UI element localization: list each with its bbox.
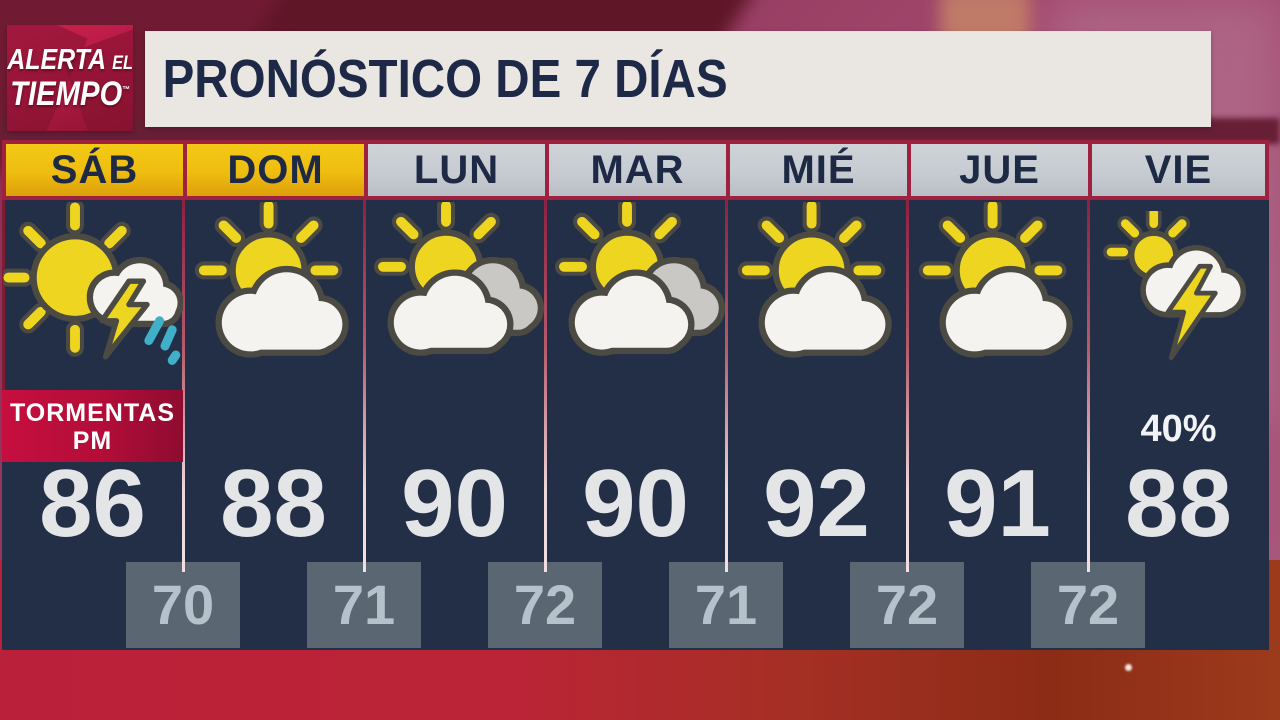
- high-temp: 90: [582, 450, 689, 557]
- precip-chance: 40%: [1140, 408, 1217, 450]
- day-label: MIÉ: [781, 147, 856, 192]
- thunderstorm-icon: [1100, 206, 1258, 374]
- low-temp: 72: [850, 562, 964, 648]
- street-light-dot: [1125, 664, 1132, 671]
- sun-storm-rain-icon: [3, 202, 183, 382]
- day-header: LUN: [364, 140, 545, 200]
- day-header: DOM: [183, 140, 364, 200]
- low-temp: 72: [1031, 562, 1145, 648]
- storm-note-line1: TORMENTAS: [9, 399, 176, 427]
- low-temp: 70: [126, 562, 240, 648]
- day-column-mie: MIÉ 92: [726, 140, 907, 650]
- brand-line1: ALERTA: [7, 43, 106, 76]
- high-temp: 88: [1125, 450, 1232, 557]
- brand-text: ALERTA EL TIEMPO™: [7, 43, 133, 113]
- low-temp: 71: [669, 562, 783, 648]
- day-header: SÁB: [2, 140, 183, 200]
- day-label: VIE: [1144, 147, 1213, 192]
- storm-note-line2: PM: [72, 427, 113, 455]
- day-label: DOM: [227, 147, 324, 192]
- low-temp: 71: [307, 562, 421, 648]
- mostly-cloudy-icon: [365, 202, 545, 382]
- day-header: JUE: [907, 140, 1088, 200]
- day-header: MAR: [545, 140, 726, 200]
- trademark-symbol: ™: [122, 84, 130, 95]
- day-header: VIE: [1088, 140, 1269, 200]
- partly-cloudy-icon: [908, 202, 1088, 382]
- brand-line2: TIEMPO: [10, 74, 123, 113]
- day-label: SÁB: [50, 147, 139, 192]
- column-divider: [725, 200, 728, 572]
- column-divider: [363, 200, 366, 572]
- title-bar: PRONÓSTICO DE 7 DÍAS: [145, 31, 1211, 127]
- brand-line1-small: EL: [111, 52, 133, 74]
- day-label: MAR: [590, 147, 685, 192]
- column-divider: [182, 200, 185, 572]
- high-temp: 90: [401, 450, 508, 557]
- column-divider: [906, 200, 909, 572]
- column-divider: [544, 200, 547, 572]
- day-column-vie: VIE 40% 88: [1088, 140, 1269, 650]
- day-column-lun: LUN 90: [364, 140, 545, 650]
- panel-left-edge: [2, 200, 5, 460]
- high-temp: 91: [944, 450, 1051, 557]
- partly-cloudy-icon: [184, 202, 364, 382]
- mostly-cloudy-icon: [546, 202, 726, 382]
- day-label: LUN: [413, 147, 500, 192]
- low-temp: 72: [488, 562, 602, 648]
- partly-cloudy-icon: [727, 202, 907, 382]
- high-temp: 92: [763, 450, 870, 557]
- day-header: MIÉ: [726, 140, 907, 200]
- page-title: PRONÓSTICO DE 7 DÍAS: [162, 49, 728, 109]
- day-column-sab: SÁB TORMENTAS PM 86: [2, 140, 183, 650]
- day-column-dom: DOM 88: [183, 140, 364, 650]
- column-divider: [1087, 200, 1090, 572]
- day-label: JUE: [959, 147, 1040, 192]
- high-temp: 86: [39, 450, 146, 557]
- brand-badge: ALERTA EL TIEMPO™: [7, 25, 133, 131]
- storm-note-band: TORMENTAS PM: [2, 390, 183, 462]
- day-column-jue: JUE 91: [907, 140, 1088, 650]
- high-temp: 88: [220, 450, 327, 557]
- day-column-mar: MAR 90: [545, 140, 726, 650]
